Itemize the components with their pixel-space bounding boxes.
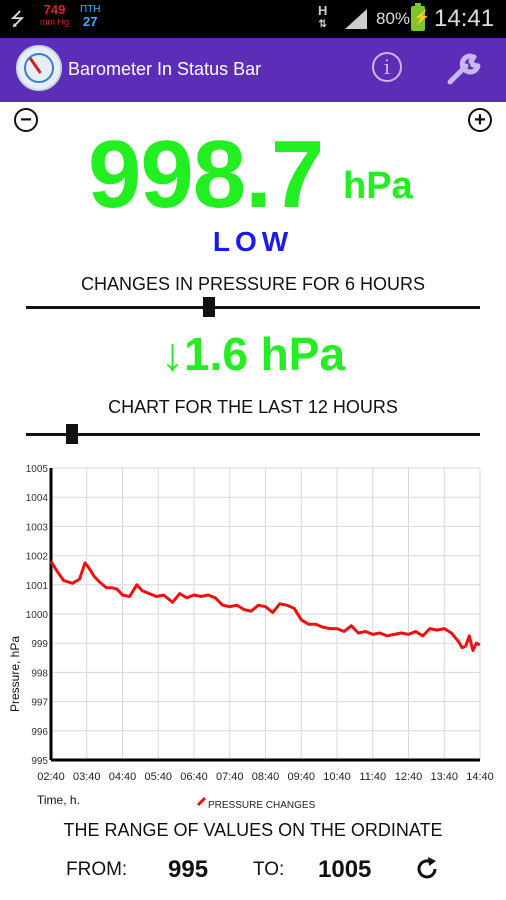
pressure-value: 998.7 [88, 121, 324, 228]
x-tick-label: 11:40 [359, 771, 386, 783]
x-tick-label: 02:40 [37, 771, 65, 783]
y-tick-label: 996 [31, 727, 48, 738]
data-arrows-icon: H ⇅ [318, 3, 328, 30]
x-tick-label: 07:40 [216, 771, 244, 783]
legend-swatch [196, 796, 207, 807]
battery-charging-icon: ⚡ [411, 3, 430, 31]
range-title: THE RANGE OF VALUES ON THE ORDINATE [63, 820, 443, 840]
y-tick-label: 1001 [26, 581, 49, 592]
y-axis-label: Pressure, hPa [8, 636, 22, 712]
chart-period-slider-thumb[interactable] [65, 424, 78, 444]
change-period-caption: CHANGES IN PRESSURE FOR 6 HOURS [80, 274, 426, 294]
pressure-readout: 998.7 hPa [0, 120, 506, 228]
zoom-out-button[interactable]: − [14, 108, 38, 132]
from-value[interactable]: 995 [168, 856, 209, 883]
pressure-chart-svg: 02:40 03:40 04:40 05:40 06:40 07:40 08:40 09:40… [8, 464, 494, 811]
legend-label: PRESSURE CHANGES [208, 800, 316, 810]
change-period-slider-thumb[interactable] [202, 297, 215, 317]
y-tick-label: 1002 [26, 552, 49, 563]
y-tick-label: 998 [31, 668, 48, 679]
x-tick-label: 13:40 [430, 771, 458, 783]
from-label: FROM: [66, 859, 128, 880]
pth-label: ПТН [80, 4, 101, 15]
chart-period-caption: CHART FOR THE LAST 12 HOURS [108, 397, 398, 417]
mmhg-value: 749 [43, 2, 66, 17]
info-icon[interactable]: i [372, 52, 402, 82]
app-bar: Barometer In Status Bar i [0, 38, 506, 102]
status-bar: ⭍ 749 mm Hg ПТН 27 H ⇅ 80% ⚡ 14:41 [0, 0, 506, 38]
barometer-dial [24, 53, 54, 83]
pressure-unit: hPa [343, 165, 413, 207]
x-tick-label: 03:40 [73, 771, 101, 783]
y-tick-label: 997 [31, 698, 48, 709]
network-type: H [318, 3, 328, 18]
battery-percent: 80% [376, 9, 411, 28]
x-tick-label: 14:40 [466, 771, 494, 783]
x-tick-label: 04:40 [109, 771, 137, 783]
x-tick-label: 09:40 [287, 771, 315, 783]
x-axis-label: Time, h. [37, 793, 80, 807]
x-tick-label: 10:40 [323, 771, 351, 783]
app-title: Barometer In Status Bar [68, 59, 262, 79]
x-tick-label: 05:40 [144, 771, 172, 783]
pth-notification: ПТН 27 [80, 4, 101, 28]
y-tick-label: 1004 [26, 493, 49, 504]
mmhg-notification: 749 mm Hg [40, 2, 69, 28]
series-line-pressure-changes [49, 560, 481, 652]
y-tick-label: 1000 [26, 610, 49, 621]
app-logo-icon[interactable] [16, 45, 62, 91]
down-arrow-icon: ↓ [160, 328, 184, 380]
y-tick-label: 1005 [26, 464, 49, 475]
y-tick-label: 1003 [26, 522, 49, 533]
refresh-icon[interactable] [413, 855, 441, 883]
pressure-status: LOW [212, 226, 294, 257]
y-tick-label: 995 [31, 756, 48, 767]
x-tick-label: 06:40 [180, 771, 208, 783]
to-label: TO: [253, 859, 285, 880]
zoom-in-button[interactable]: + [468, 108, 492, 132]
pressure-change-value: 1.6 hPa [183, 328, 346, 380]
to-value[interactable]: 1005 [318, 856, 372, 883]
pressure-chart: 02:40 03:40 04:40 05:40 06:40 07:40 08:40 09:40… [0, 455, 506, 811]
pth-value: 27 [83, 14, 98, 29]
usb-icon: ⭍ [10, 9, 25, 29]
y-tick-label: 999 [31, 639, 48, 650]
signal-icon [345, 9, 367, 29]
chart-period-slider[interactable] [26, 424, 480, 444]
wrench-icon[interactable] [444, 50, 488, 86]
mmhg-unit: mm Hg [40, 17, 69, 27]
pressure-change: ↓1.6 hPa [0, 327, 506, 381]
clock: 14:41 [434, 5, 495, 32]
change-period-slider[interactable] [26, 297, 480, 317]
x-tick-label: 12:40 [395, 771, 423, 783]
x-tick-label: 08:40 [252, 771, 280, 783]
